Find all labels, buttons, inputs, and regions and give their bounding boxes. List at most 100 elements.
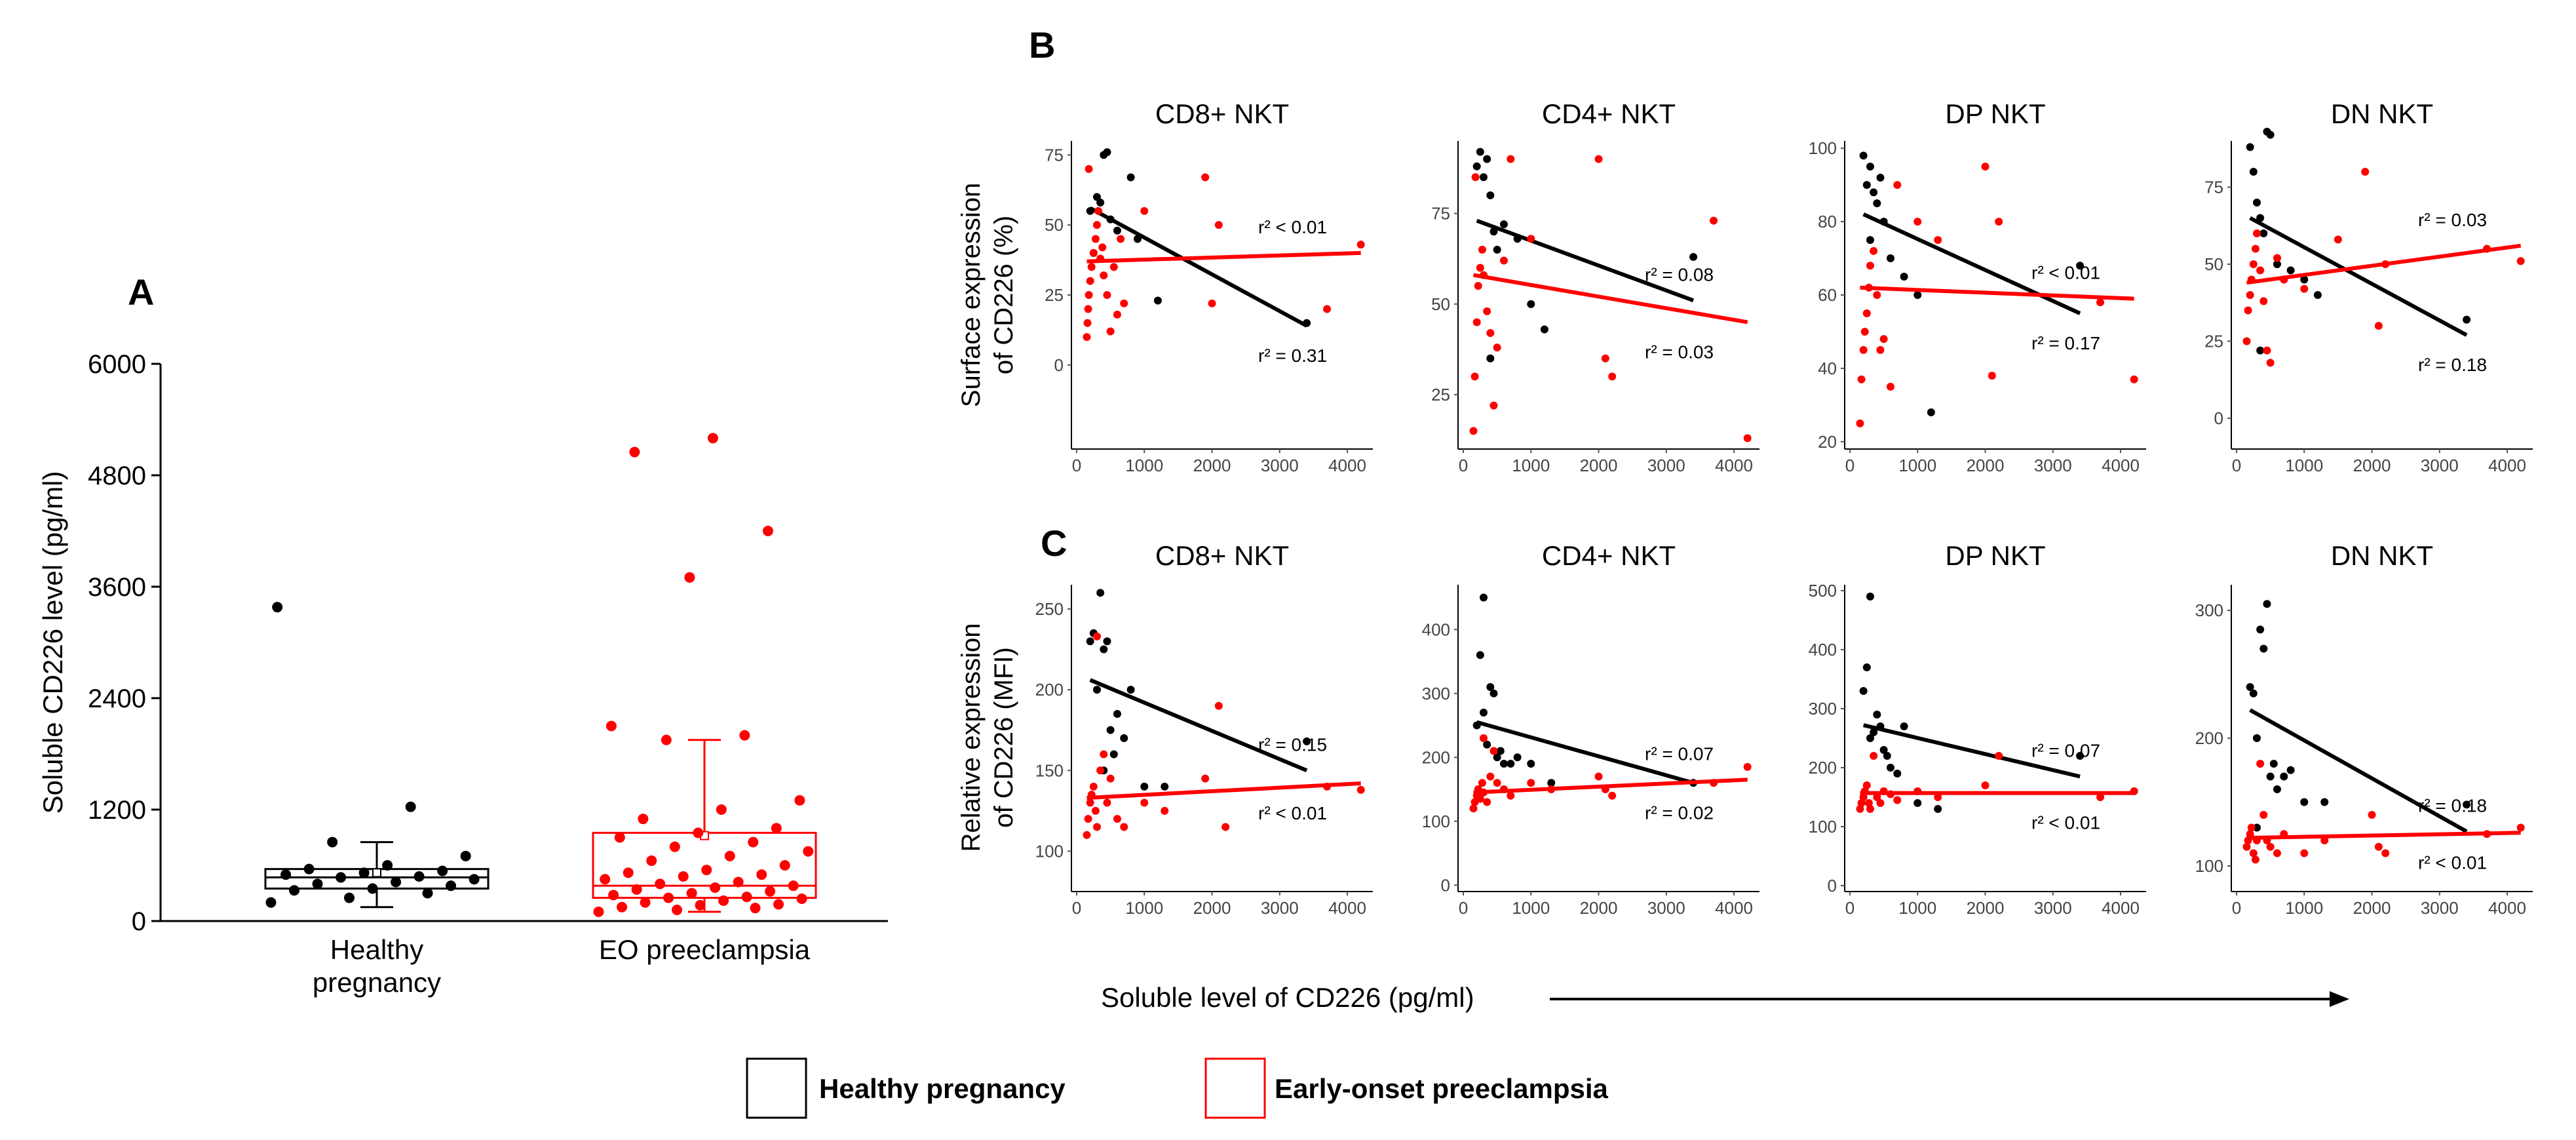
data-point (413, 871, 425, 882)
box-group-preeclampsia (592, 433, 817, 917)
data-point (750, 903, 761, 914)
data-point-healthy (1689, 252, 1698, 261)
r2-label-healthy: r² = 0.02 (1645, 802, 1714, 823)
scatter-panel-panelC-2: DP NKT 0 100 200 300 400 500 0 1000 2000 3000 4000 r… (1809, 540, 2146, 918)
y-tick-label: 100 (1035, 841, 1064, 861)
y-tick-label: 40 (1818, 359, 1837, 378)
y-tick-label: 0 (1441, 875, 1450, 895)
x-tick-label: 0 (1845, 456, 1855, 475)
data-point-preeclampsia (1083, 333, 1091, 342)
data-point-preeclampsia (2251, 855, 2259, 864)
data-point-preeclampsia (1893, 181, 1902, 189)
data-point-healthy (1886, 764, 1894, 772)
data-point-preeclampsia (1866, 805, 1874, 813)
data-point (289, 885, 300, 896)
data-point-healthy (1862, 663, 1871, 671)
data-point-healthy (1496, 747, 1505, 755)
y-tick-label: 0 (1828, 876, 1837, 895)
y-axis-label-line1: Relative expression (957, 623, 986, 852)
data-point-preeclampsia (1608, 372, 1617, 381)
data-point-preeclampsia (1100, 271, 1108, 280)
fit-line-preeclampsia (1086, 781, 1361, 800)
data-point-healthy (1106, 726, 1115, 734)
data-point-healthy (2263, 600, 2271, 608)
data-point-healthy (2246, 683, 2254, 691)
data-point (336, 872, 347, 883)
data-point-healthy (1493, 245, 1501, 254)
data-point-preeclampsia (2256, 266, 2265, 275)
data-point-preeclampsia (1479, 734, 1488, 742)
data-point-preeclampsia (2266, 842, 2275, 851)
data-point (741, 892, 752, 903)
r2-label-healthy: r² = 0.17 (2031, 333, 2100, 353)
data-point-preeclampsia (1710, 216, 1718, 225)
box-group-healthy (264, 602, 490, 909)
data-point-preeclampsia (1493, 344, 1501, 352)
x-tick-label: 3000 (2034, 456, 2072, 475)
data-point (446, 880, 457, 892)
r2-label-preeclampsia: r² < 0.01 (2031, 263, 2100, 283)
data-point-preeclampsia (1476, 264, 1484, 272)
fit-line-healthy (2249, 708, 2468, 833)
data-point-preeclampsia (1098, 243, 1107, 252)
data-point-preeclampsia (1859, 345, 1868, 354)
data-point-healthy (1866, 734, 1874, 742)
data-point-healthy (2273, 260, 2281, 268)
data-point-healthy (1927, 408, 1935, 417)
x-tick-label: 3000 (2421, 456, 2459, 475)
data-point-preeclampsia (1092, 632, 1101, 640)
data-point (437, 865, 448, 876)
data-point-preeclampsia (1214, 221, 1223, 229)
arrow-head-icon (2330, 991, 2349, 1007)
scatter-panel-panelB-3: DN NKT 0 25 50 75 0 1000 2000 3000 4000 r² = 0.18 r… (2204, 98, 2533, 475)
data-point-preeclampsia (1084, 815, 1092, 823)
data-point-healthy (1862, 181, 1871, 189)
r2-label-healthy: r² = 0.07 (2031, 741, 2100, 761)
y-tick-label: 100 (2195, 856, 2223, 876)
data-point-preeclampsia (2242, 337, 2251, 345)
group-label: Healthy (330, 934, 423, 965)
data-point-preeclampsia (1120, 823, 1128, 831)
data-point-preeclampsia (1469, 427, 1478, 435)
y-tick-label: 50 (2204, 254, 2223, 274)
x-tick-label: 4000 (1328, 456, 1366, 475)
x-tick-label: 0 (1845, 898, 1855, 918)
x-tick-label: 2000 (2353, 898, 2391, 918)
data-point-preeclampsia (1857, 375, 1866, 383)
data-point-healthy (2286, 766, 2295, 774)
data-point-preeclampsia (1100, 750, 1108, 758)
data-point-preeclampsia (1527, 779, 1535, 787)
y-tick-label: 200 (1035, 680, 1064, 699)
data-point-healthy (2249, 168, 2258, 176)
x-tick-label: 0 (1459, 456, 1468, 475)
data-point-healthy (1103, 148, 1111, 157)
data-point-preeclampsia (1743, 434, 1752, 442)
data-point (796, 894, 807, 904)
x-tick-label: 2000 (1193, 898, 1231, 918)
x-tick-label: 4000 (2488, 456, 2526, 475)
shared-x-axis-label: Soluble level of CD226 (pg/ml) (1101, 982, 1474, 1013)
data-point-healthy (2256, 214, 2265, 222)
data-point-preeclampsia (1873, 291, 1881, 299)
data-point-healthy (1086, 637, 1094, 646)
data-point-preeclampsia (1490, 401, 1498, 410)
data-point-healthy (1499, 220, 1508, 229)
x-tick-label: 0 (1072, 898, 1081, 918)
y-tick-label: 25 (2204, 332, 2223, 351)
data-point-preeclampsia (1527, 235, 1535, 243)
data-point (646, 855, 657, 866)
x-tick-label: 4000 (1715, 898, 1753, 918)
data-point-preeclampsia (1594, 155, 1603, 163)
data-point (678, 871, 689, 882)
x-tick-label: 1000 (1898, 456, 1936, 475)
data-point (707, 433, 718, 444)
y-tick-label: 100 (1809, 138, 1837, 158)
data-point-preeclampsia (2252, 229, 2261, 237)
data-point-preeclampsia (1094, 206, 1103, 215)
data-point-healthy (2273, 785, 2281, 793)
data-point (280, 869, 292, 880)
x-tick-label: 2000 (1580, 898, 1618, 918)
data-point-preeclampsia (1981, 781, 1990, 789)
fit-line-healthy (1476, 720, 1694, 785)
data-point (272, 602, 283, 613)
